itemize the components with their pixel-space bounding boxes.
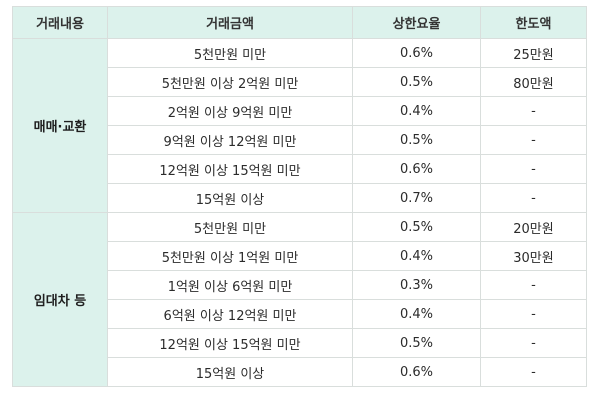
amount-cell: 5천만원 미만: [107, 212, 353, 242]
table-row: 6억원 이상 12억원 미만 0.4% -: [13, 299, 587, 329]
limit-cell: 20만원: [480, 212, 587, 242]
table-header-row: 거래내용 거래금액 상한요율 한도액: [12, 6, 587, 39]
category-sale-exchange: 매매·교환: [12, 38, 108, 213]
header-amount: 거래금액: [107, 6, 353, 39]
table-row: 1억원 이상 6억원 미만 0.3% -: [13, 270, 587, 300]
amount-cell: 5천만원 이상 2억원 미만: [107, 67, 353, 97]
rate-cell: 0.4%: [352, 241, 481, 271]
limit-cell: -: [480, 270, 587, 300]
amount-cell: 9억원 이상 12억원 미만: [107, 125, 353, 155]
table-row: 임대차 등 5천만원 미만 0.5% 20만원: [12, 212, 587, 387]
header-category: 거래내용: [12, 6, 108, 39]
rate-cell: 0.4%: [352, 299, 481, 329]
amount-cell: 5천만원 미만: [107, 38, 353, 68]
limit-cell: -: [480, 96, 587, 126]
table-row: 12억원 이상 15억원 미만 0.5% -: [13, 328, 587, 358]
rate-cell: 0.5%: [352, 328, 481, 358]
table-row: 매매·교환 5천만원 미만 0.6% 25만원: [12, 38, 587, 213]
amount-cell: 12억원 이상 15억원 미만: [107, 328, 353, 358]
table-row: 5천만원 이상 1억원 미만 0.4% 30만원: [13, 241, 587, 271]
brokerage-fee-table: 거래내용 거래금액 상한요율 한도액 매매·교환 5천만원 미만 0.6% 25…: [12, 6, 587, 387]
amount-cell: 15억원 이상: [107, 357, 353, 387]
amount-cell: 12억원 이상 15억원 미만: [107, 154, 353, 184]
header-rate: 상한요율: [352, 6, 481, 39]
rate-cell: 0.5%: [352, 67, 481, 97]
amount-cell: 2억원 이상 9억원 미만: [107, 96, 353, 126]
rate-cell: 0.6%: [352, 38, 481, 68]
header-limit: 한도액: [480, 6, 587, 39]
amount-cell: 6억원 이상 12억원 미만: [107, 299, 353, 329]
limit-cell: -: [480, 328, 587, 358]
table-row: 15억원 이상 0.7% -: [13, 183, 587, 213]
rate-cell: 0.6%: [352, 154, 481, 184]
limit-cell: -: [480, 154, 587, 184]
limit-cell: 80만원: [480, 67, 587, 97]
rate-cell: 0.5%: [352, 212, 481, 242]
limit-cell: 25만원: [480, 38, 587, 68]
rate-cell: 0.5%: [352, 125, 481, 155]
rate-cell: 0.4%: [352, 96, 481, 126]
rate-cell: 0.3%: [352, 270, 481, 300]
table-row: 12억원 이상 15억원 미만 0.6% -: [13, 154, 587, 184]
limit-cell: -: [480, 357, 587, 387]
amount-cell: 1억원 이상 6억원 미만: [107, 270, 353, 300]
table-row: 2억원 이상 9억원 미만 0.4% -: [13, 96, 587, 126]
rate-cell: 0.6%: [352, 357, 481, 387]
category-lease: 임대차 등: [12, 212, 108, 387]
limit-cell: 30만원: [480, 241, 587, 271]
limit-cell: -: [480, 299, 587, 329]
limit-cell: -: [480, 183, 587, 213]
amount-cell: 5천만원 이상 1억원 미만: [107, 241, 353, 271]
table-row: 5천만원 이상 2억원 미만 0.5% 80만원: [13, 67, 587, 97]
table-row: 15억원 이상 0.6% -: [13, 357, 587, 387]
rate-cell: 0.7%: [352, 183, 481, 213]
limit-cell: -: [480, 125, 587, 155]
amount-cell: 15억원 이상: [107, 183, 353, 213]
